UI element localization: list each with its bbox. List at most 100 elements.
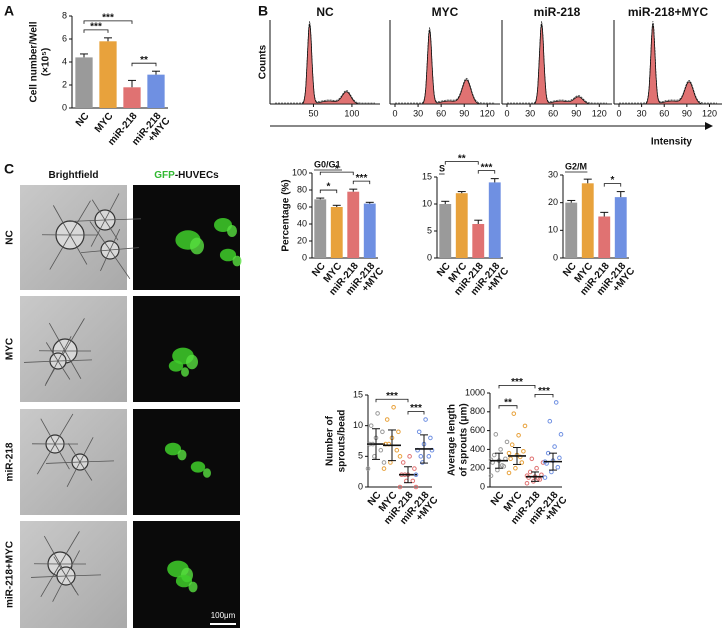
point bbox=[557, 455, 562, 461]
point bbox=[413, 472, 419, 478]
point bbox=[410, 478, 416, 484]
histogram-fit bbox=[395, 27, 495, 104]
sprout bbox=[24, 360, 59, 363]
significance-bracket bbox=[319, 189, 338, 194]
significance-label: *** bbox=[511, 377, 523, 388]
row-label: miR-218 bbox=[5, 442, 16, 481]
y-tick-label: 0 bbox=[480, 481, 485, 491]
x-tick-label: 30 bbox=[413, 108, 423, 118]
point bbox=[509, 442, 515, 448]
x-tick-label: 100 bbox=[344, 108, 359, 118]
gfp-cell bbox=[175, 574, 193, 588]
significance-label: *** bbox=[538, 386, 550, 397]
point bbox=[388, 460, 393, 465]
error-bar bbox=[583, 178, 592, 184]
sprout bbox=[65, 575, 79, 596]
x-tick-label: 0 bbox=[616, 108, 621, 118]
y-tick-label: 8 bbox=[62, 10, 67, 20]
column-header-part: -HUVECs bbox=[175, 170, 219, 181]
significance-label: * bbox=[611, 175, 615, 186]
bar bbox=[75, 57, 93, 108]
point bbox=[368, 423, 374, 428]
column-header-part: Brightfield bbox=[49, 170, 99, 181]
point bbox=[397, 484, 403, 490]
bar bbox=[314, 199, 327, 258]
error-bar bbox=[531, 471, 539, 482]
x-tick-label: 30 bbox=[525, 108, 535, 118]
sprout bbox=[46, 461, 81, 464]
point bbox=[391, 404, 396, 410]
point bbox=[378, 447, 384, 453]
significance-bracket bbox=[375, 398, 409, 403]
sprout bbox=[104, 218, 141, 221]
sprout bbox=[109, 247, 139, 251]
histogram-fill bbox=[395, 29, 495, 105]
y-tick-label: 40 bbox=[297, 218, 307, 228]
x-tick-label: 90 bbox=[571, 108, 581, 118]
significance-label: * bbox=[335, 164, 339, 175]
significance-bracket bbox=[83, 20, 133, 24]
bar bbox=[147, 74, 165, 108]
y-tick-label: 5 bbox=[358, 451, 363, 461]
bar bbox=[99, 41, 117, 108]
point bbox=[423, 417, 428, 422]
gfp-cell bbox=[203, 468, 211, 478]
x-tick-label: 90 bbox=[459, 108, 469, 118]
sprout bbox=[81, 249, 111, 254]
sprout bbox=[109, 228, 121, 251]
error-bar bbox=[372, 428, 380, 460]
y-tick-label: 10 bbox=[422, 198, 432, 208]
significance-bracket bbox=[407, 411, 425, 415]
error-bar bbox=[420, 434, 428, 464]
gfp-cell bbox=[190, 461, 206, 473]
error-bar bbox=[388, 429, 396, 462]
panel-title: MYC bbox=[432, 5, 459, 19]
sprout bbox=[31, 575, 67, 578]
sprout bbox=[43, 535, 61, 565]
x-tick-label: NC bbox=[74, 111, 92, 129]
bar bbox=[565, 202, 578, 258]
point bbox=[522, 423, 528, 429]
bar bbox=[598, 216, 611, 258]
point bbox=[542, 475, 548, 480]
gfp-cell bbox=[181, 367, 189, 377]
sprout bbox=[91, 199, 106, 221]
y-tick-label: 20 bbox=[548, 197, 558, 207]
point bbox=[506, 470, 512, 476]
y-tick-label: 80 bbox=[297, 184, 307, 194]
significance-bracket bbox=[603, 183, 622, 187]
x-tick-label: 50 bbox=[308, 108, 318, 118]
chart-title: S bbox=[439, 163, 445, 173]
point bbox=[375, 411, 380, 416]
error-bar bbox=[567, 199, 576, 203]
error-bar bbox=[332, 204, 341, 207]
scale-label: 100μm bbox=[211, 611, 236, 620]
significance-label: *** bbox=[410, 403, 422, 414]
sprout bbox=[57, 359, 92, 362]
y-tick-label: 15 bbox=[353, 389, 363, 399]
point bbox=[381, 460, 387, 465]
y-tick-label: 10 bbox=[548, 225, 558, 235]
point bbox=[493, 432, 499, 437]
x-tick-label: 120 bbox=[480, 108, 495, 118]
panel-label: B bbox=[258, 3, 268, 19]
point bbox=[524, 480, 530, 486]
point bbox=[521, 448, 526, 454]
y-tick-label: 10 bbox=[353, 420, 363, 430]
point bbox=[396, 429, 401, 435]
point bbox=[495, 467, 500, 473]
y-tick-label: 20 bbox=[297, 235, 307, 245]
y-tick-label: 2 bbox=[62, 79, 67, 89]
chart-title: G0/G1 bbox=[314, 159, 341, 169]
sprout bbox=[48, 322, 66, 352]
sprout bbox=[79, 460, 114, 463]
gfp-cell bbox=[227, 225, 237, 237]
histogram-fill bbox=[275, 23, 375, 105]
panel-label: C bbox=[4, 161, 14, 177]
sprout bbox=[64, 318, 85, 352]
point bbox=[552, 444, 557, 449]
point bbox=[547, 418, 553, 424]
row-label: MYC bbox=[5, 338, 16, 360]
sprout bbox=[67, 443, 81, 463]
y-axis-label: Average length bbox=[447, 404, 458, 476]
